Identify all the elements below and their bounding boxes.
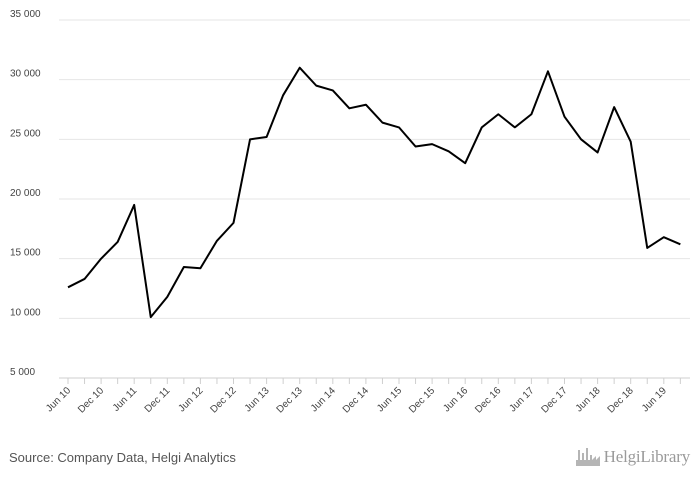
series-group [67,66,681,319]
x-tick-label: Jun 17 [508,385,537,414]
x-tick-label: Dec 16 [473,385,503,415]
y-tick-label: 25 000 [10,128,41,139]
x-axis [59,377,690,384]
x-tick-label: Dec 12 [208,385,238,415]
x-tick-label: Jun 14 [309,385,338,414]
x-tick-label: Jun 11 [111,385,140,414]
y-tick-label: 15 000 [10,248,41,259]
x-axis-labels: Jun 10 Dec 10 Jun 11 Dec 11 Jun 12 Dec 12 Jun … [44,385,669,415]
x-tick-label: Jun 15 [375,385,404,414]
line-chart: 5 000 10 000 15 000 20 000 25 000 30 000 35 00… [10,9,690,416]
brand-logo: HelgiLibrary [575,447,690,467]
grid-lines [59,19,690,319]
factory-icon [575,448,600,466]
x-tick-label: Dec 10 [76,385,106,415]
x-tick-label: Dec 11 [143,385,173,415]
y-axis-labels: 5 000 10 000 15 000 20 000 25 000 30 000 35 00… [10,9,41,378]
x-tick-label: Jun 18 [574,385,603,414]
x-tick-label: Jun 16 [441,385,470,414]
x-tick-label: Dec 15 [407,385,437,415]
series-line [67,66,681,319]
y-tick-label: 35 000 [10,9,41,20]
x-tick-label: Dec 18 [606,385,636,415]
x-tick-label: Jun 12 [177,385,206,414]
x-tick-label: Dec 14 [341,385,371,415]
y-tick-label: 10 000 [10,307,41,318]
x-tick-label: Jun 10 [44,385,73,414]
y-tick-label: 5 000 [10,367,35,378]
x-tick-label: Jun 19 [640,385,669,414]
x-tick-label: Dec 13 [275,385,305,415]
y-tick-label: 20 000 [10,188,41,199]
source-note: Source: Company Data, Helgi Analytics [9,450,236,465]
x-tick-label: Jun 13 [243,385,272,414]
x-tick-label: Dec 17 [539,385,569,415]
y-tick-label: 30 000 [10,69,41,80]
brand-name: HelgiLibrary [603,447,691,466]
